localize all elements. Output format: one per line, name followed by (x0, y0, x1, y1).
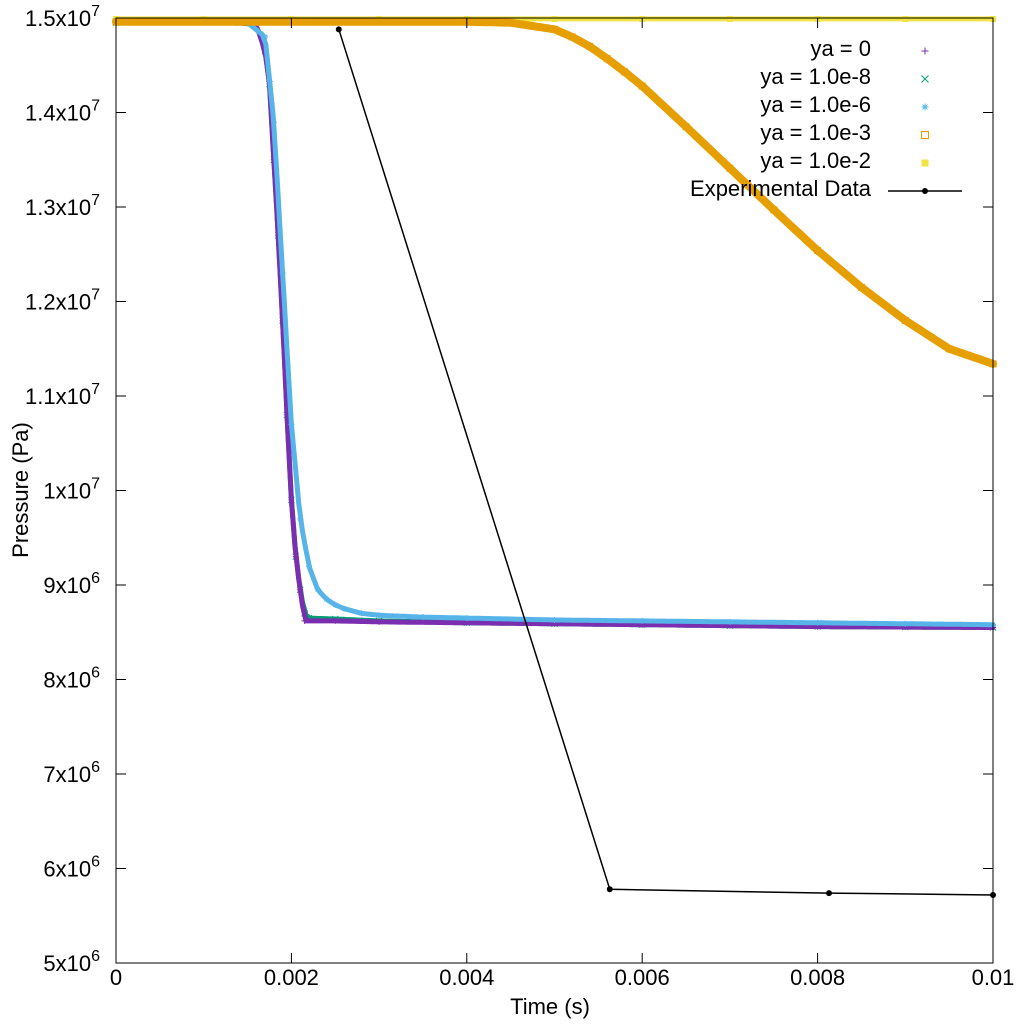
legend-marker (921, 75, 929, 83)
x-tick-label: 0.002 (264, 965, 319, 990)
x-tick-label: 0.008 (790, 965, 845, 990)
legend-label: ya = 1.0e-2 (760, 148, 871, 173)
data-point (463, 615, 470, 622)
data-point (726, 15, 733, 22)
series-6 (335, 26, 996, 898)
y-tick-label: 7x106 (43, 759, 100, 787)
data-point (814, 246, 822, 254)
legend: ya = 0 ya = 1.0e-8 ya = 1.0e-6 ya = 1.0e-3 y… (690, 36, 962, 201)
y-tick-label: 1.4x107 (25, 98, 100, 126)
data-point (262, 33, 269, 40)
legend-marker (921, 103, 929, 111)
legend-item: ya = 1.0e-2 (760, 148, 929, 173)
data-point (279, 270, 286, 277)
data-point (568, 33, 576, 41)
data-point (901, 316, 909, 324)
x-tick-label: 0.006 (615, 965, 670, 990)
x-axis-label: Time (s) (510, 994, 590, 1019)
y-tick-label: 1.1x107 (25, 381, 100, 409)
data-point (621, 68, 629, 76)
legend-label: ya = 1.0e-3 (760, 120, 871, 145)
y-tick-label: 6x106 (43, 854, 100, 882)
data-point (638, 82, 646, 90)
data-point (419, 614, 426, 621)
y-tick-label: 1.3x107 (25, 192, 100, 220)
plot-series (112, 15, 997, 898)
experimental-data-point (335, 26, 342, 33)
data-point (332, 601, 339, 608)
y-tick-label: 9x106 (43, 570, 100, 598)
axis-ticks: 0 0.002 0.004 0.006 0.008 0.01 5x106 6x106 7x106… (25, 3, 1014, 990)
data-point (297, 515, 304, 522)
y-tick-label: 5x106 (43, 948, 100, 976)
data-point (314, 586, 321, 593)
data-point (551, 15, 558, 22)
data-point (305, 563, 312, 570)
series-band (112, 17, 997, 368)
data-point (507, 19, 515, 27)
y-tick-label: 8x106 (43, 665, 100, 693)
experimental-data-line (338, 29, 994, 896)
data-point (770, 206, 778, 214)
legend-label: ya = 1.0e-8 (760, 64, 871, 89)
y-tick-label: 1x107 (43, 476, 100, 504)
legend-label: ya = 0 (810, 36, 871, 61)
data-point (376, 612, 383, 619)
x-tick-label: 0 (110, 965, 122, 990)
legend-label: Experimental Data (690, 176, 872, 201)
data-point (551, 25, 558, 33)
data-point (639, 617, 646, 624)
data-point (375, 18, 383, 26)
data-point (586, 42, 594, 50)
data-point (341, 605, 348, 612)
data-point (301, 617, 308, 624)
data-point (902, 620, 909, 627)
legend-item: ya = 1.0e-8 (760, 64, 929, 89)
data-point (288, 496, 295, 503)
legend-item: ya = 0 (810, 36, 929, 61)
experimental-data-point (606, 886, 613, 893)
data-point (323, 596, 330, 603)
data-point (945, 345, 953, 353)
data-point (358, 610, 365, 617)
y-tick-label: 1.5x107 (25, 3, 100, 31)
data-point (603, 55, 611, 63)
legend-item: ya = 1.0e-3 (760, 120, 929, 145)
data-point (376, 618, 383, 625)
data-point (726, 164, 734, 172)
x-tick-label: 0.004 (439, 965, 494, 990)
data-point (270, 118, 277, 125)
data-point (288, 421, 295, 428)
data-point (814, 619, 821, 626)
legend-label: ya = 1.0e-6 (760, 92, 871, 117)
legend-marker (921, 47, 929, 55)
experimental-data-point (826, 890, 833, 897)
y-tick-label: 1.2x107 (25, 287, 100, 315)
legend-marker (921, 159, 929, 167)
data-point (682, 123, 690, 131)
legend-item: Experimental Data (690, 176, 962, 201)
legend-marker (921, 131, 929, 139)
data-point (726, 618, 733, 625)
y-axis-label: Pressure (Pa) (8, 422, 33, 558)
data-point (297, 586, 304, 593)
legend-item: ya = 1.0e-6 (760, 92, 929, 117)
x-tick-label: 0.01 (972, 965, 1015, 990)
data-point (902, 15, 909, 22)
series-4 (112, 17, 997, 368)
data-point (292, 553, 299, 560)
data-point (332, 617, 339, 624)
legend-marker (922, 188, 928, 194)
data-point (857, 283, 865, 291)
data-point (551, 616, 558, 623)
